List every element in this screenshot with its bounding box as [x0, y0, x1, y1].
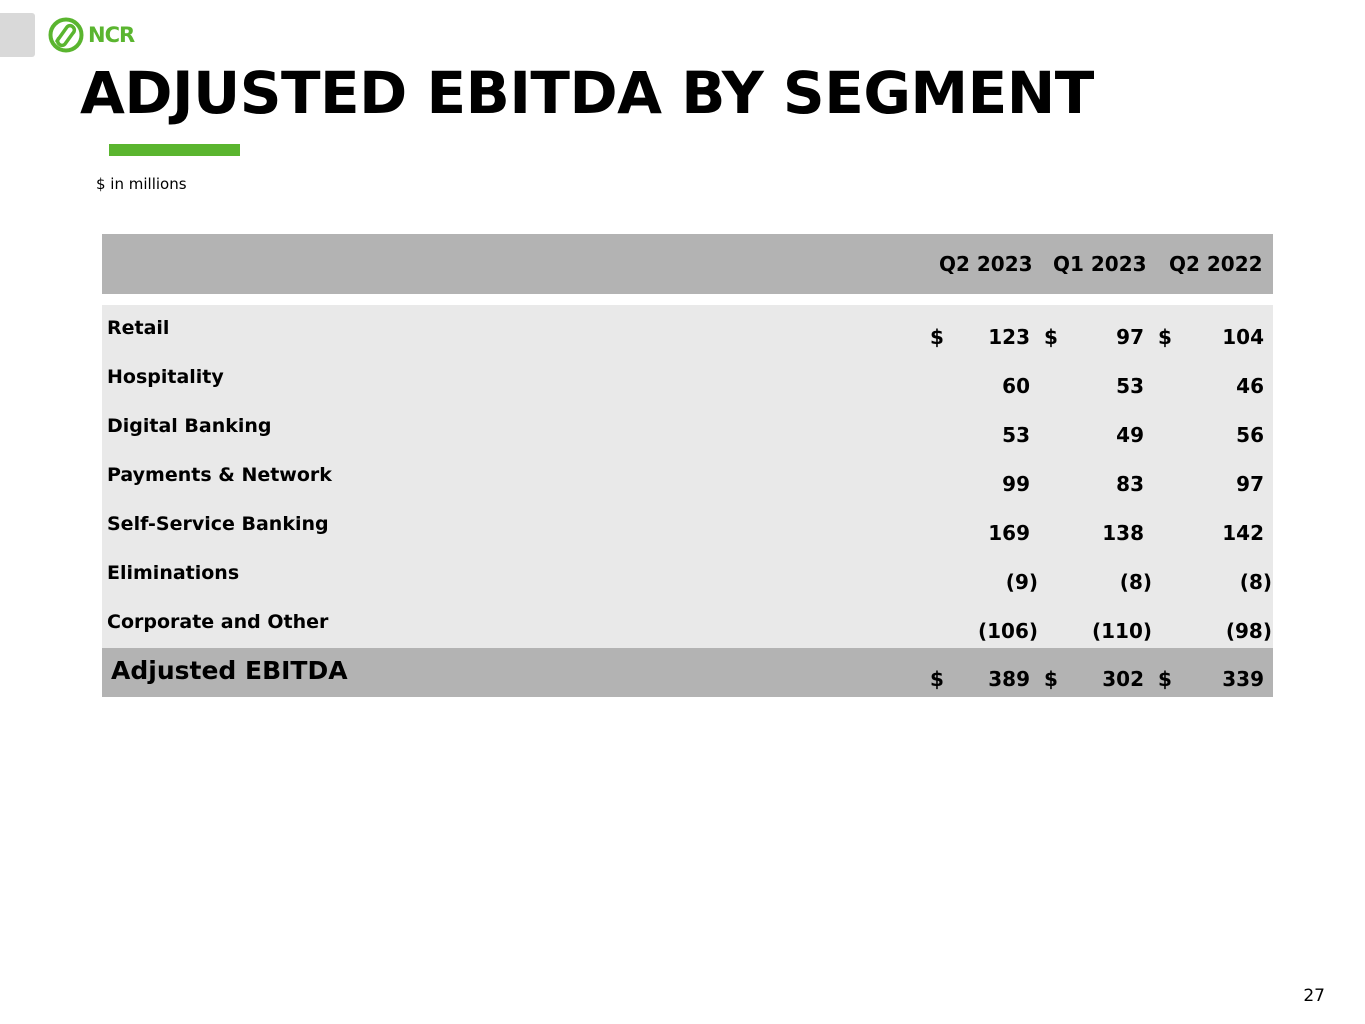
ebitda-table: Q2 2023 Q1 2023 Q2 2022 Retail $123 $97 $10…	[102, 234, 1273, 697]
row-label: Payments & Network	[107, 464, 332, 486]
table-body: Retail $123 $97 $104 Hospitality 60 53 46 Digita…	[102, 305, 1273, 648]
table-row: Digital Banking 53 49 56	[102, 403, 1273, 452]
total-row: Adjusted EBITDA $389 $302 $339	[102, 648, 1273, 697]
corner-tab	[0, 13, 35, 57]
value-cell: (8)	[1119, 570, 1152, 594]
page-number: 27	[1303, 986, 1325, 1006]
value-cell: 56	[1236, 423, 1264, 447]
row-label: Eliminations	[107, 562, 240, 584]
value-cell: 97	[1236, 472, 1264, 496]
header-gap	[102, 294, 1273, 305]
value-cell: 49	[1116, 423, 1144, 447]
value-cell: 123	[988, 325, 1030, 349]
value-cell: 339	[1222, 667, 1264, 691]
value-cell: 53	[1116, 374, 1144, 398]
value-cell: (98)	[1225, 619, 1272, 643]
row-label: Hospitality	[107, 366, 224, 388]
value-cell: 142	[1222, 521, 1264, 545]
currency-symbol: $	[930, 325, 944, 349]
value-cell: 60	[1002, 374, 1030, 398]
value-cell: (9)	[1005, 570, 1038, 594]
currency-symbol: $	[1044, 325, 1058, 349]
currency-symbol: $	[930, 667, 944, 691]
value-cell: 97	[1116, 325, 1144, 349]
row-label: Retail	[107, 317, 170, 339]
value-cell: 302	[1102, 667, 1144, 691]
column-header-q1-2023: Q1 2023	[1053, 252, 1147, 276]
units-note: $ in millions	[96, 175, 187, 193]
value-cell: (106)	[977, 619, 1038, 643]
ncr-logo-icon	[48, 17, 84, 53]
value-cell: 99	[1002, 472, 1030, 496]
table-row: Eliminations (9) (8) (8)	[102, 550, 1273, 599]
row-label: Self-Service Banking	[107, 513, 329, 535]
table-row: Retail $123 $97 $104	[102, 305, 1273, 354]
column-header-q2-2023: Q2 2023	[939, 252, 1033, 276]
ncr-logo: NCR	[46, 17, 135, 53]
table-row: Self-Service Banking 169 138 142	[102, 501, 1273, 550]
page-title: ADJUSTED EBITDA BY SEGMENT	[80, 59, 1094, 127]
currency-symbol: $	[1044, 667, 1058, 691]
row-label: Digital Banking	[107, 415, 272, 437]
title-accent-bar	[109, 144, 240, 156]
value-cell: (8)	[1239, 570, 1272, 594]
value-cell: 46	[1236, 374, 1264, 398]
table-row: Corporate and Other (106) (110) (98)	[102, 599, 1273, 648]
logo-text: NCR	[88, 23, 135, 47]
total-label: Adjusted EBITDA	[111, 656, 348, 685]
table-row: Payments & Network 99 83 97	[102, 452, 1273, 501]
currency-symbol: $	[1158, 325, 1172, 349]
table-header: Q2 2023 Q1 2023 Q2 2022	[102, 234, 1273, 294]
value-cell: 169	[988, 521, 1030, 545]
value-cell: (110)	[1091, 619, 1152, 643]
value-cell: 83	[1116, 472, 1144, 496]
value-cell: 138	[1102, 521, 1144, 545]
row-label: Corporate and Other	[107, 611, 329, 633]
column-header-q2-2022: Q2 2022	[1169, 252, 1263, 276]
value-cell: 389	[988, 667, 1030, 691]
table-row: Hospitality 60 53 46	[102, 354, 1273, 403]
value-cell: 53	[1002, 423, 1030, 447]
currency-symbol: $	[1158, 667, 1172, 691]
value-cell: 104	[1222, 325, 1264, 349]
